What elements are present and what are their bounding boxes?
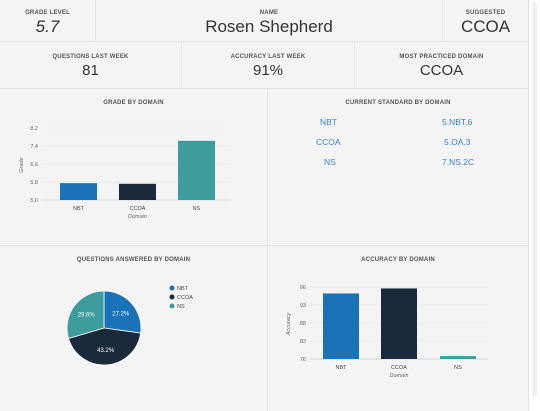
accuracy-x-axis-label: Domain <box>390 373 409 379</box>
accuracy-x-tick-nbt: NBT <box>336 365 348 371</box>
y-tick-label: 83 <box>300 339 306 345</box>
grade-by-domain-title: GRADE BY DOMAIN <box>103 100 164 106</box>
legend-label-nbt: NBT <box>177 286 189 292</box>
student-name-card: NAME Rosen Shepherd <box>96 0 443 42</box>
legend-label-ns: NS <box>177 304 185 310</box>
pie-slice-ccoa <box>68 327 142 366</box>
pie-slices <box>66 290 142 366</box>
legend-dot-ccoa <box>169 294 175 300</box>
accuracy-by-domain-title: ACCURACY BY DOMAIN <box>361 257 435 263</box>
questions-last-week-value: 81 <box>82 62 99 79</box>
accuracy-last-week-label: ACCURACY LAST WEEK <box>230 54 306 60</box>
y-tick-label: 5.0 <box>30 198 38 204</box>
pie-slice-nbt <box>103 290 142 334</box>
dashboard: GRADE LEVEL 5.7 NAME Rosen Shepherd SUGG… <box>0 0 529 411</box>
legend-dot-ns <box>169 303 175 309</box>
current-standard-title: CURRENT STANDARD BY DOMAIN <box>345 100 451 106</box>
most-practiced-label: MOST PRACTICED DOMAIN <box>399 54 484 60</box>
grade-x-tick-ns: NS <box>193 206 201 212</box>
most-practiced-card: MOST PRACTICED DOMAIN CCOA <box>355 42 528 89</box>
legend-dot-nbt <box>169 285 175 291</box>
standard-domain-ccoa: CCOA <box>316 137 341 147</box>
grade-y-axis-label: Grade <box>19 157 25 172</box>
questions-last-week-card: QUESTIONS LAST WEEK 81 <box>0 42 182 89</box>
accuracy-bar-ns <box>440 356 476 359</box>
student-name: Rosen Shepherd <box>205 17 333 36</box>
name-label: NAME <box>259 10 279 16</box>
grade-y-ticks: 8.2 7.4 6.6 5.8 5.0 <box>30 126 38 204</box>
most-practiced-value: CCOA <box>419 62 464 79</box>
y-tick-label: 8.2 <box>30 126 38 132</box>
y-tick-label: 88 <box>300 321 306 327</box>
accuracy-y-axis-label: Accuracy <box>286 311 292 336</box>
y-tick-label: 93 <box>300 303 306 309</box>
grade-x-axis-label: Domain <box>128 214 147 220</box>
standard-domain-ns: NS <box>324 157 336 167</box>
grade-level-card: GRADE LEVEL 5.7 <box>0 0 96 42</box>
suggested-value: CCOA <box>460 17 511 36</box>
pie-label-nbt: 27.2% <box>112 311 130 317</box>
grade-x-tick-ccoa: CCOA <box>130 206 146 212</box>
grade-bar-nbt <box>60 183 97 200</box>
grade-bar-ccoa <box>119 183 156 200</box>
scrollbar-thumb[interactable] <box>532 2 537 397</box>
y-tick-label: 76 <box>300 357 306 363</box>
y-tick-label: 5.8 <box>30 180 38 186</box>
current-standard-panel: CURRENT STANDARD BY DOMAIN NBT 5.NBT.6 C… <box>268 89 528 246</box>
accuracy-x-tick-ns: NS <box>454 365 462 371</box>
y-tick-label: 7.4 <box>30 144 38 150</box>
accuracy-y-ticks: 96 93 88 83 76 <box>300 285 306 363</box>
y-tick-label: 6.6 <box>30 162 38 168</box>
legend-label-ccoa: CCOA <box>177 295 193 301</box>
accuracy-bar-nbt <box>323 293 359 359</box>
suggested-card: SUGGESTED CCOA <box>443 0 528 42</box>
standard-value-ccoa[interactable]: 5.OA.3 <box>444 137 471 147</box>
standard-value-ns[interactable]: 7.NS.2C <box>442 157 475 167</box>
grade-by-domain-panel: GRADE BY DOMAIN 8.2 7.4 6.6 5.8 5.0 Grad… <box>0 89 268 246</box>
questions-by-domain-panel: QUESTIONS ANSWERED BY DOMAIN 27.2% 43.2%… <box>0 246 268 411</box>
standard-value-nbt[interactable]: 5.NBT.6 <box>442 117 473 127</box>
accuracy-by-domain-chart: 96 93 88 83 76 Accuracy NBT CCOA NS Doma… <box>286 285 488 379</box>
suggested-label: SUGGESTED <box>465 10 506 16</box>
standard-domain-nbt: NBT <box>320 117 337 127</box>
pie-legend: NBT CCOA NS <box>169 285 193 310</box>
grade-bar-ns <box>178 140 215 200</box>
accuracy-by-domain-panel: ACCURACY BY DOMAIN 96 93 88 83 76 Accura… <box>268 246 528 411</box>
pie-label-ccoa: 43.2% <box>97 348 115 354</box>
accuracy-last-week-value: 91% <box>252 62 284 79</box>
grade-x-tick-nbt: NBT <box>73 206 85 212</box>
accuracy-x-tick-ccoa: CCOA <box>391 365 407 371</box>
grade-by-domain-chart: 8.2 7.4 6.6 5.8 5.0 Grade NBT CCOA NS Do… <box>19 126 230 220</box>
accuracy-bar-ccoa <box>381 288 417 359</box>
pie-slice-ns <box>66 290 105 340</box>
questions-by-domain-title: QUESTIONS ANSWERED BY DOMAIN <box>76 257 191 263</box>
grade-level-label: GRADE LEVEL <box>25 10 70 16</box>
grade-level-value: 5.7 <box>35 17 60 36</box>
y-tick-label: 96 <box>300 285 306 291</box>
accuracy-last-week-card: ACCURACY LAST WEEK 91% <box>182 42 355 89</box>
questions-last-week-label: QUESTIONS LAST WEEK <box>52 54 129 60</box>
questions-pie-chart: 27.2% 43.2% 29.6% NBT CCOA NS <box>66 285 193 366</box>
pie-label-ns: 29.6% <box>78 313 96 319</box>
